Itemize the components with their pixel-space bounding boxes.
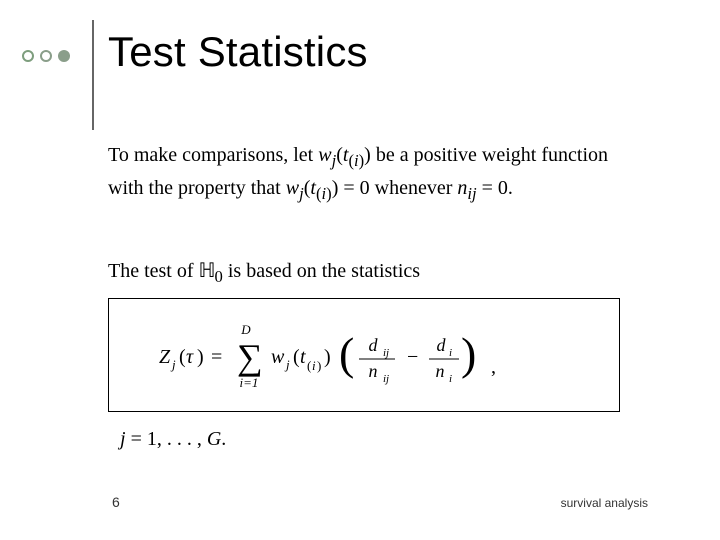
- frac2-top-d: d: [437, 335, 447, 355]
- formula-t-sub-i: i: [312, 358, 316, 373]
- frac1-top-d: d: [369, 335, 379, 355]
- frac1-bot-sub: ij: [383, 373, 389, 385]
- formula-box: Z j ( τ ) = ∑ D i=1 w j ( t ( i ) ) (: [108, 298, 620, 412]
- sigma-icon: ∑: [237, 337, 263, 377]
- body-paragraph-3: j = 1, . . . , G.: [120, 428, 226, 451]
- title-bullets: [22, 50, 70, 62]
- formula-tau: τ: [186, 346, 194, 368]
- bullet-1: [22, 50, 34, 62]
- formula-w-rp: ): [324, 346, 331, 368]
- formula-w-lp: (: [293, 346, 300, 368]
- minus-icon: −: [407, 346, 418, 368]
- body-paragraph-1: To make comparisons, let wj(t(i)) be a p…: [108, 140, 628, 206]
- formula-eq: =: [211, 346, 222, 368]
- formula-w-sub: j: [284, 357, 290, 372]
- fraction-2: d i n i: [429, 335, 459, 385]
- body-paragraph-2: The test of ℍ0 is based on the statistic…: [108, 258, 628, 287]
- sigma-lower: i=1: [240, 375, 259, 390]
- formula-t-sub-l: (: [307, 358, 311, 373]
- frac1-bot-n: n: [369, 361, 378, 381]
- frac2-bot-n: n: [436, 361, 445, 381]
- frac2-top-sub: i: [449, 347, 452, 359]
- footer-text: survival analysis: [561, 496, 648, 510]
- formula-lhs-sub: j: [170, 357, 176, 372]
- frac2-bot-sub: i: [449, 373, 452, 385]
- frac1-top-sub: ij: [383, 347, 389, 359]
- big-rparen: ): [461, 328, 476, 379]
- formula-lhs: Z: [159, 346, 171, 368]
- formula-w: w: [271, 346, 285, 368]
- sigma-upper: D: [240, 322, 251, 337]
- formula-t-sub-r: ): [317, 358, 321, 373]
- formula-rparen: ): [197, 346, 204, 368]
- bullet-3: [58, 50, 70, 62]
- big-lparen: (: [339, 328, 354, 379]
- title-divider: [92, 20, 94, 130]
- formula-lparen: (: [179, 346, 186, 368]
- formula-comma: ,: [491, 356, 496, 378]
- slide: Test Statistics To make comparisons, let…: [0, 0, 720, 540]
- formula-svg: Z j ( τ ) = ∑ D i=1 w j ( t ( i ) ) (: [159, 317, 559, 397]
- page-number: 6: [112, 494, 120, 510]
- slide-title: Test Statistics: [108, 28, 368, 76]
- formula-t: t: [300, 346, 306, 368]
- fraction-1: d ij n ij: [359, 335, 395, 385]
- bullet-2: [40, 50, 52, 62]
